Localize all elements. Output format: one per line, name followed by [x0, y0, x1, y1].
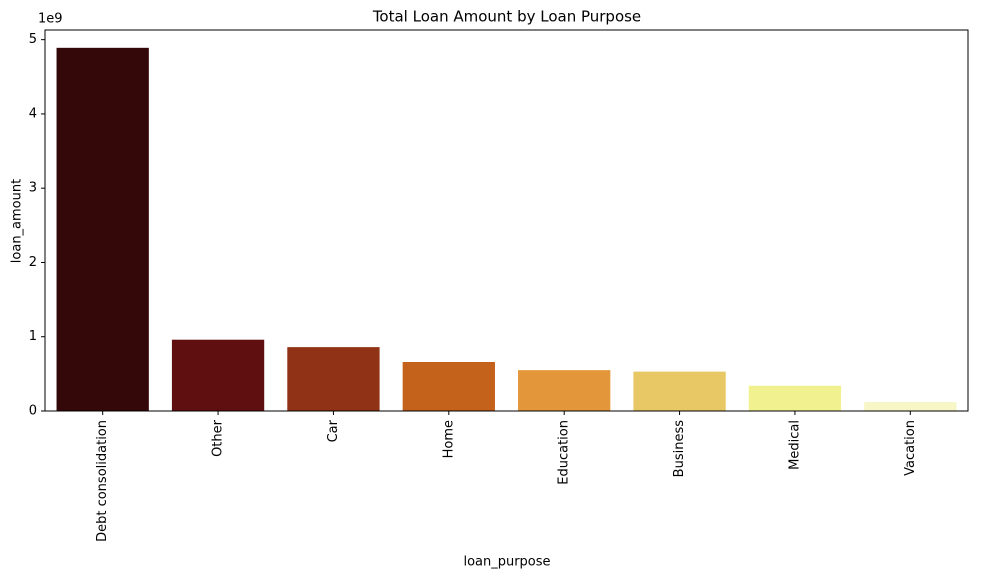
- x-tick-label: Education: [557, 420, 572, 485]
- y-axis-label: loan_amount: [10, 179, 25, 263]
- x-axis-label: loan_purpose: [463, 555, 550, 570]
- x-tick-label: Vacation: [903, 420, 918, 476]
- x-tick-label: Debt consolidation: [95, 420, 110, 542]
- bar: [56, 47, 149, 412]
- x-tick-label: Business: [672, 420, 687, 478]
- bar: [748, 385, 842, 411]
- y-tick-label: 0: [29, 404, 37, 419]
- y-tick-label: 4: [29, 106, 37, 121]
- bar: [171, 339, 265, 411]
- bar: [633, 371, 726, 411]
- y-offset-label: 1e9: [38, 12, 63, 27]
- bar: [864, 402, 957, 411]
- x-tick-label: Car: [326, 419, 341, 442]
- y-tick-label: 5: [29, 32, 37, 47]
- x-tick-label: Home: [441, 420, 456, 458]
- x-tick-label: Other: [211, 419, 226, 457]
- x-tick-label: Medical: [787, 420, 802, 470]
- bar: [518, 370, 611, 411]
- bar: [287, 347, 380, 411]
- y-tick-label: 1: [29, 329, 37, 344]
- y-tick-label: 2: [29, 255, 37, 270]
- y-tick-label: 3: [29, 181, 37, 196]
- chart-title: Total Loan Amount by Loan Purpose: [372, 8, 641, 26]
- bar: [402, 361, 495, 411]
- plot-frame: [44, 29, 969, 412]
